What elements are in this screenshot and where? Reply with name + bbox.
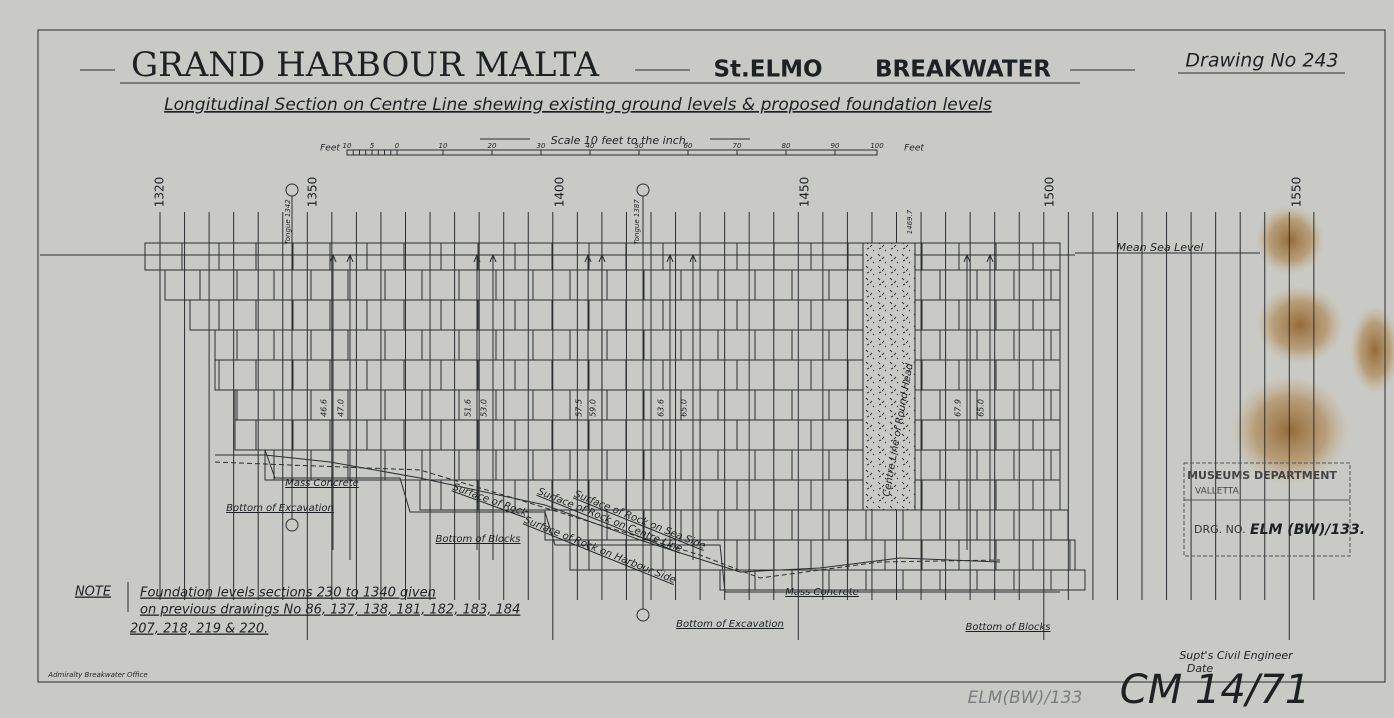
note-line: Foundation levels sections 230 to 1340 g…: [140, 586, 436, 601]
stamp-line: VALLETTA: [1195, 487, 1240, 497]
office: Admiralty Breakwater Office: [47, 671, 147, 679]
scale-label: 10: [439, 142, 448, 150]
arrow-head: [584, 253, 592, 263]
annotation: Bottom of Excavation: [676, 619, 784, 630]
drawing-number: Drawing No 243: [1185, 50, 1338, 72]
scale-label: 0: [395, 142, 400, 150]
level-label: 46.6: [320, 399, 329, 417]
annotation: Mass Concrete: [285, 478, 359, 489]
section-marker: [285, 518, 299, 532]
arrow-head: [346, 253, 354, 263]
arrow-head: [666, 253, 674, 263]
arrow-head: [986, 253, 994, 263]
round-head-fill: [863, 243, 915, 510]
scale-label: 40: [586, 142, 595, 150]
station-label: 1550: [1290, 177, 1304, 208]
sea-level-label: Mean Sea Level: [1117, 241, 1204, 254]
scale-unit: Feet: [904, 144, 924, 154]
annotation: Mass Concrete: [785, 587, 859, 598]
scale-bar: 10 5 0 10 20 30 40 50 60 70 80 90 100: [343, 142, 884, 156]
title: GRAND HARBOUR MALTA: [131, 45, 599, 85]
stamp: MUSEUMS DEPARTMENT VALLETTA DRG. NO. ELM…: [1183, 462, 1365, 557]
scale-label: 90: [831, 142, 840, 150]
annotation: Tongue 1387: [633, 199, 641, 245]
ground-line: [214, 461, 1001, 579]
annotation: Bottom of Blocks: [966, 622, 1051, 633]
scale-label: 5: [370, 142, 375, 150]
arrow-head: [329, 253, 337, 263]
level-label: 63.6: [657, 399, 666, 417]
stamp-line: MUSEUMS DEPARTMENT: [1187, 469, 1337, 482]
scale-label: 30: [537, 142, 546, 150]
scale-label: 20: [488, 142, 497, 150]
arrow-head: [963, 253, 971, 263]
annotation: 1469.7: [906, 209, 914, 234]
level-label: 53.0: [480, 399, 489, 417]
level-label: 47.0: [337, 399, 346, 417]
note-heading: NOTE: [75, 585, 112, 600]
level-label: 57.5: [575, 399, 584, 417]
annotation: Bottom of Blocks: [436, 534, 521, 545]
structure: BREAKWATER: [875, 57, 1051, 83]
level-label: 65.0: [680, 399, 689, 417]
note-line: 207, 218, 219 & 220.: [130, 622, 268, 637]
arrow-head: [598, 253, 606, 263]
scale-label: 80: [782, 142, 791, 150]
stamp-ref: ELM (BW)/133.: [1250, 522, 1365, 538]
catalogue: CM 14/71: [1120, 667, 1310, 713]
arrow-head: [473, 253, 481, 263]
level-label: 65.0: [977, 399, 986, 417]
station-label: 1500: [1043, 177, 1057, 208]
date: Date: [1187, 662, 1214, 675]
arrow-head: [489, 253, 497, 263]
border: [37, 29, 1386, 683]
level-label: 51.6: [464, 399, 473, 417]
scale-label: 60: [684, 142, 693, 150]
station-label: 1350: [306, 177, 320, 208]
station-label: 1320: [153, 177, 167, 208]
scale-unit: Feet: [320, 144, 340, 154]
level-label: 59.0: [589, 399, 598, 417]
scale-title: Scale 10 feet to the inch.: [551, 134, 689, 147]
ground-line: [264, 449, 1060, 593]
location: St.ELMO: [713, 57, 822, 83]
station-label: 1400: [553, 177, 567, 208]
arrow-head: [689, 253, 697, 263]
section-marker: [636, 608, 650, 622]
block-row: [719, 569, 1086, 591]
scale-label: 100: [870, 142, 884, 150]
scale-label: 70: [733, 142, 742, 150]
scale-label: 50: [635, 142, 644, 150]
stains: [1230, 205, 1394, 485]
archive-ref: ELM(BW)/133: [968, 688, 1083, 708]
note-line: on previous drawings No 86, 137, 138, 18…: [140, 603, 520, 618]
description: Longitudinal Section on Centre Line shew…: [164, 95, 992, 115]
annotation: Tongue 1342: [284, 199, 292, 245]
annotation: Bottom of Excavation: [226, 503, 334, 514]
scale-label: 10: [343, 142, 352, 150]
station-label: 1450: [798, 177, 812, 208]
level-label: 67.9: [954, 399, 963, 417]
stamp-ref-label: DRG. NO.: [1194, 523, 1246, 536]
section: 1320 1350 1400 1450 1500 1550 46.6 47.0 51.6 53.0…: [40, 177, 1315, 640]
signature: Supt's Civil Engineer: [1179, 649, 1294, 662]
